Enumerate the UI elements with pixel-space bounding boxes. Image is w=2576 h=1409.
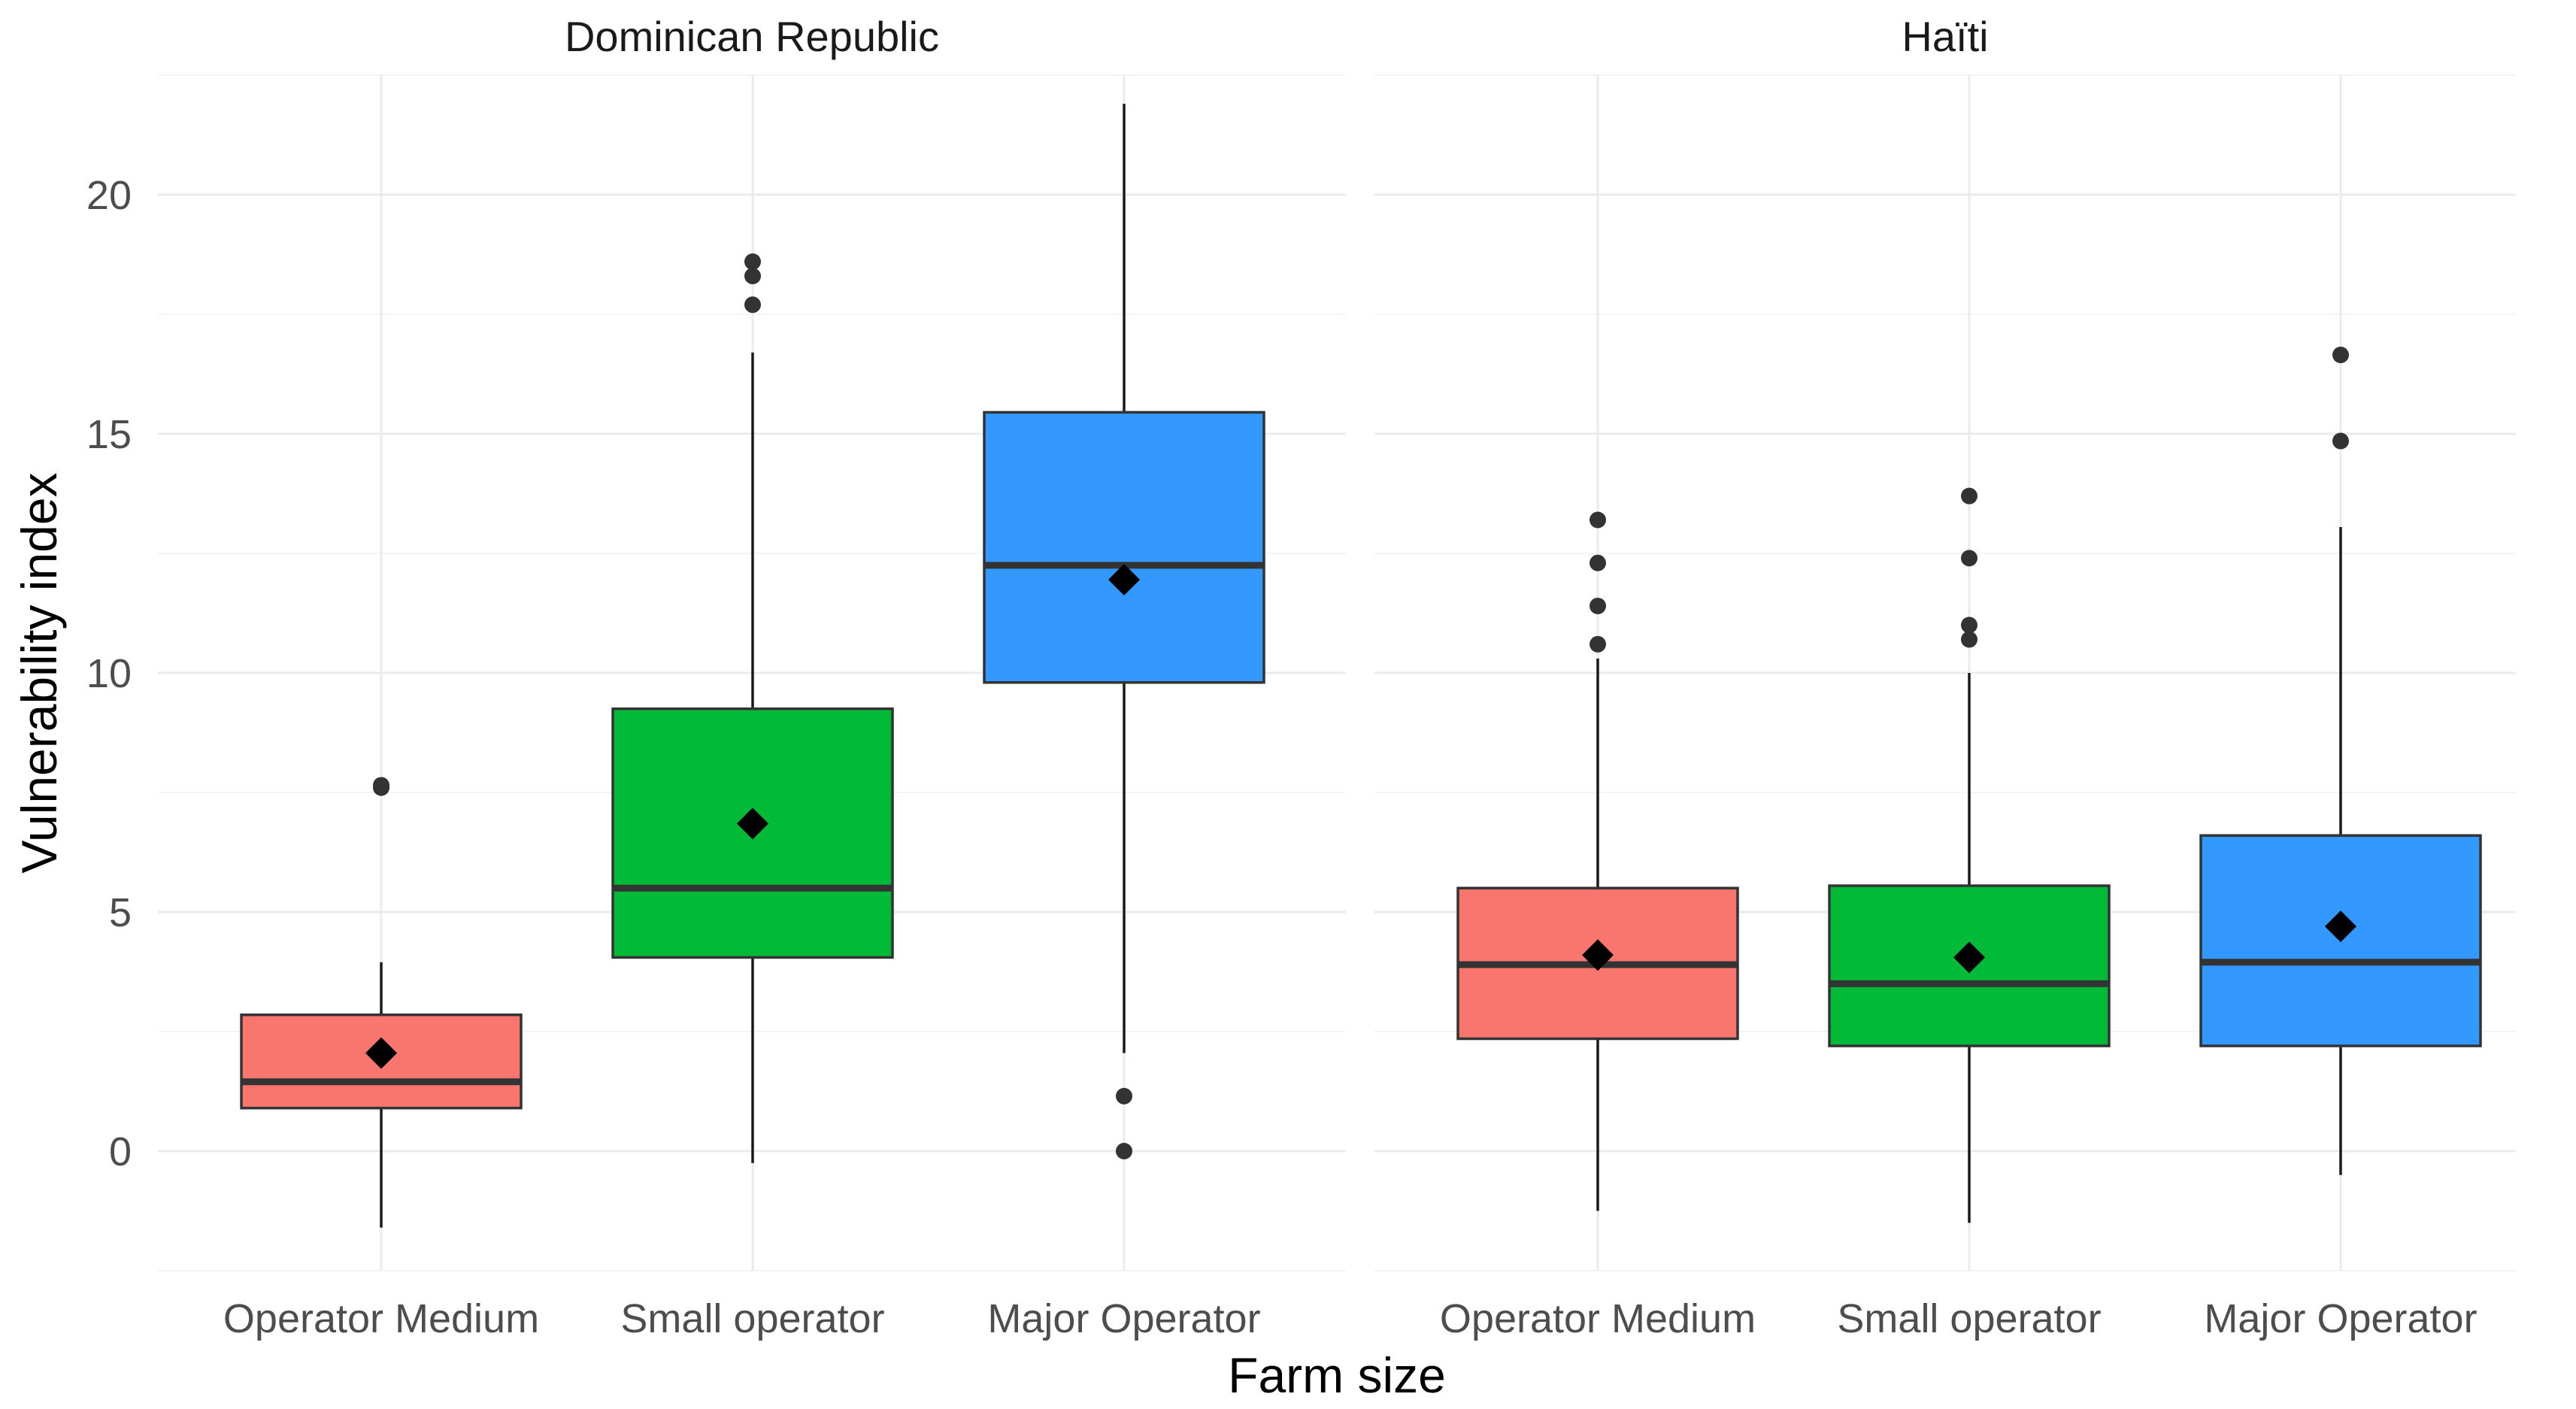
mean-diamond [1108, 563, 1140, 595]
facet-title: Dominican Republic [565, 13, 939, 60]
mean-diamond [737, 808, 768, 840]
y-tick-label: 15 [86, 412, 132, 457]
outlier-point [1116, 1143, 1132, 1159]
y-tick-label: 10 [86, 651, 132, 696]
outlier-point [373, 777, 389, 794]
outlier-point [1961, 550, 1977, 567]
mean-diamond [2325, 911, 2356, 943]
mean-diamond [365, 1037, 397, 1069]
facet-panel: Haïti Operator Medium Small operator Major … [1374, 13, 2516, 1341]
outlier-point [1961, 487, 1977, 505]
outlier-point [1590, 635, 1606, 653]
mean-diamond [1582, 939, 1614, 971]
outlier-point [1590, 597, 1606, 614]
outlier-point [2332, 347, 2349, 364]
mean-diamond [1953, 941, 1985, 974]
x-axis-title: Farm size [1228, 1347, 1446, 1403]
y-tick-label: 20 [86, 173, 132, 218]
facet-title: Haïti [1902, 13, 1988, 60]
x-tick-label: Major Operator [2204, 1296, 2477, 1341]
box-group [1456, 511, 1739, 1211]
x-tick-label: Operator Medium [223, 1296, 539, 1341]
outlier-point [1961, 617, 1977, 634]
outlier-point [1116, 1087, 1132, 1104]
outlier-point [744, 296, 761, 314]
outlier-point [744, 268, 761, 285]
y-axis-title: Vulnerability index [11, 472, 67, 873]
x-tick-label: Small operator [1837, 1296, 2101, 1341]
y-tick-label: 5 [109, 890, 132, 935]
box-group [240, 777, 523, 1228]
outlier-point [1590, 554, 1606, 571]
box-group [611, 253, 894, 1163]
y-tick-label: 0 [109, 1129, 132, 1174]
facet-panel: Dominican Republic Operator Medium Small o… [158, 13, 1346, 1341]
outlier-point [1590, 511, 1606, 529]
outlier-point [744, 253, 761, 271]
box-group [983, 104, 1265, 1159]
x-tick-label: Major Operator [987, 1296, 1260, 1341]
box-group [2199, 347, 2482, 1175]
x-tick-label: Small operator [620, 1296, 884, 1341]
outlier-point [1961, 631, 1977, 648]
iqr-box [983, 411, 1265, 684]
x-tick-label: Operator Medium [1440, 1296, 1756, 1341]
outlier-point [2332, 432, 2349, 450]
box-group [1828, 487, 2111, 1223]
